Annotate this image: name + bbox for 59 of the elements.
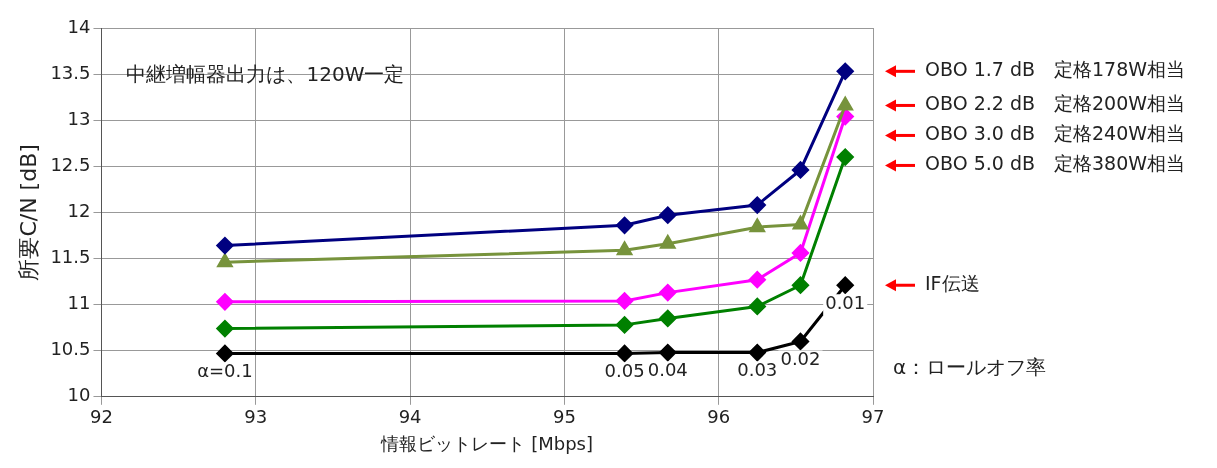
text: α：ロールオフ率 — [893, 355, 1047, 379]
point — [216, 320, 234, 338]
y-tick-label: 11.5 — [50, 246, 91, 268]
point — [659, 309, 677, 327]
point — [616, 344, 634, 362]
x-tick-label: 97 — [861, 406, 885, 428]
y-axis-title: 所要C/N [dB] — [15, 144, 41, 281]
x-tick-label: 93 — [244, 406, 268, 428]
annotation: 中継増幅器出力は、120W一定 — [126, 62, 405, 87]
point — [791, 161, 809, 179]
y-tick-label: 12.5 — [50, 153, 91, 175]
point — [791, 244, 809, 262]
x-tick-label: 94 — [398, 406, 422, 428]
point — [836, 148, 854, 166]
point — [216, 344, 234, 362]
annotation: 0.05 — [604, 360, 645, 382]
point — [749, 218, 765, 233]
point — [791, 332, 809, 350]
annotation: α=0.1 — [197, 360, 253, 382]
annotation: 0.02 — [780, 348, 821, 370]
point — [616, 292, 634, 310]
point — [836, 276, 854, 294]
point — [792, 215, 809, 230]
point — [660, 235, 676, 249]
y-tick-label: 10 — [67, 384, 91, 406]
y-tick-label: 13.5 — [50, 61, 91, 83]
text: OBO 3.0 dB 定格240W相当 — [925, 122, 1186, 145]
x-axis-title: 情報ビットレート [Mbps] — [380, 432, 593, 454]
x-tick-label: 92 — [90, 406, 113, 428]
y-tick-label: 14 — [67, 15, 91, 37]
point — [836, 62, 854, 80]
point — [659, 206, 677, 224]
point — [748, 271, 766, 289]
point — [617, 241, 633, 256]
annotation: 0.04 — [647, 359, 688, 381]
point — [791, 276, 809, 294]
point — [216, 237, 234, 255]
text: OBO 2.2 dB 定格200W相当 — [925, 92, 1186, 115]
point — [216, 293, 234, 311]
y-tick-label: 11 — [67, 292, 91, 314]
y-tick-label: 10.5 — [50, 338, 91, 360]
point — [616, 316, 634, 334]
y-tick-label: 12 — [67, 200, 91, 222]
annotation: 0.01 — [825, 291, 866, 313]
point — [659, 284, 677, 302]
point — [616, 216, 634, 234]
point — [217, 253, 233, 268]
text: OBO 1.7 dB 定格178W相当 — [925, 58, 1186, 81]
point — [748, 297, 766, 315]
point — [748, 344, 766, 362]
x-tick-label: 95 — [552, 406, 576, 428]
point — [837, 96, 853, 111]
text: OBO 5.0 dB 定格380W相当 — [925, 152, 1186, 175]
point — [748, 196, 766, 214]
annotation: 0.03 — [737, 359, 778, 381]
x-tick-label: 96 — [707, 406, 731, 428]
text: IF伝送 — [925, 272, 980, 295]
y-tick-label: 13 — [67, 107, 91, 129]
point — [659, 344, 677, 362]
